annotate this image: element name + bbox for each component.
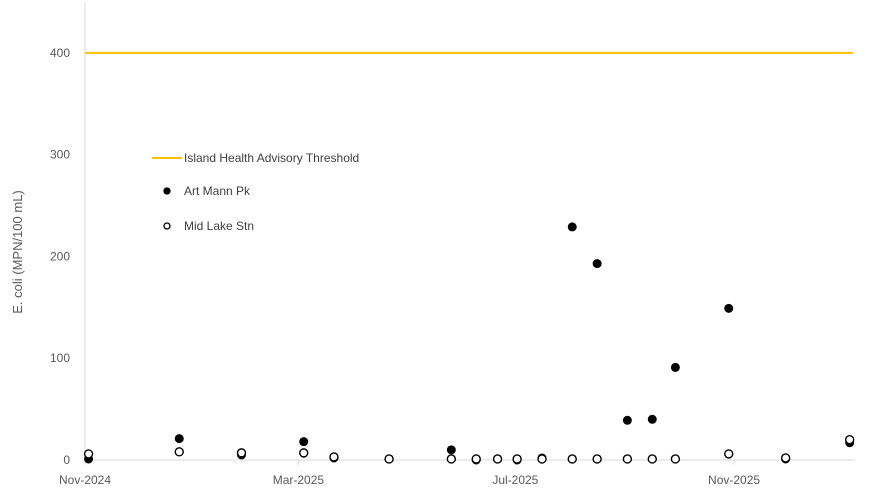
- data-point-art-mann-pk: [724, 303, 734, 313]
- data-point-art-mann-pk: [670, 362, 680, 372]
- y-tick-label: 100: [50, 351, 70, 365]
- legend-label-series: Art Mann Pk: [184, 184, 251, 198]
- data-point-mid-lake-stn: [471, 454, 481, 464]
- x-tick-label: Jul-2025: [492, 473, 538, 487]
- data-point-art-mann-pk: [446, 445, 456, 455]
- data-point-mid-lake-stn: [299, 448, 309, 458]
- data-point-mid-lake-stn: [236, 448, 247, 458]
- y-tick-label: 200: [50, 249, 70, 263]
- data-point-mid-lake-stn: [724, 449, 734, 459]
- data-point-art-mann-pk: [647, 414, 657, 424]
- data-point-mid-lake-stn: [780, 453, 791, 463]
- legend-swatch-series: [163, 187, 171, 195]
- data-point-mid-lake-stn: [670, 454, 681, 464]
- data-point-mid-lake-stn: [83, 449, 94, 459]
- legend-label-series: Mid Lake Stn: [184, 219, 254, 233]
- data-point-mid-lake-stn: [567, 454, 577, 464]
- legend: Island Health Advisory Threshold Art Mann…: [152, 151, 359, 233]
- data-point-art-mann-pk: [567, 222, 577, 232]
- data-point-mid-lake-stn: [512, 454, 522, 464]
- x-tick-label: Mar-2025: [273, 473, 325, 487]
- data-point-art-mann-pk: [592, 259, 602, 269]
- data-point-mid-lake-stn: [492, 454, 503, 464]
- data-point-mid-lake-stn: [844, 434, 855, 445]
- data-point-mid-lake-stn: [329, 452, 339, 462]
- data-point-mid-lake-stn: [384, 454, 394, 464]
- y-axis-title: E. coli (MPN/100 mL): [10, 190, 25, 314]
- y-tick-label: 0: [63, 453, 70, 467]
- legend-swatch-series: [163, 222, 171, 230]
- y-tick-label: 400: [50, 46, 70, 60]
- data-point-mid-lake-stn: [446, 454, 457, 464]
- data-point-mid-lake-stn: [592, 454, 602, 464]
- data-point-art-mann-pk: [622, 415, 632, 425]
- data-point-mid-lake-stn: [174, 447, 184, 457]
- y-tick-label: 300: [50, 148, 70, 162]
- data-point-mid-lake-stn: [537, 454, 547, 464]
- points-layer: [83, 222, 855, 465]
- x-tick-label: Nov-2024: [59, 473, 111, 487]
- legend-label-threshold: Island Health Advisory Threshold: [184, 151, 359, 165]
- data-point-mid-lake-stn: [622, 454, 633, 464]
- axes: 0 100 200 300 400 Nov-2024 Mar-2025 Jul-2025 Nov…: [50, 2, 855, 487]
- x-tick-label: Nov-2025: [708, 473, 760, 487]
- data-point-art-mann-pk: [174, 434, 184, 444]
- data-point-art-mann-pk: [299, 437, 309, 447]
- data-point-mid-lake-stn: [647, 454, 657, 464]
